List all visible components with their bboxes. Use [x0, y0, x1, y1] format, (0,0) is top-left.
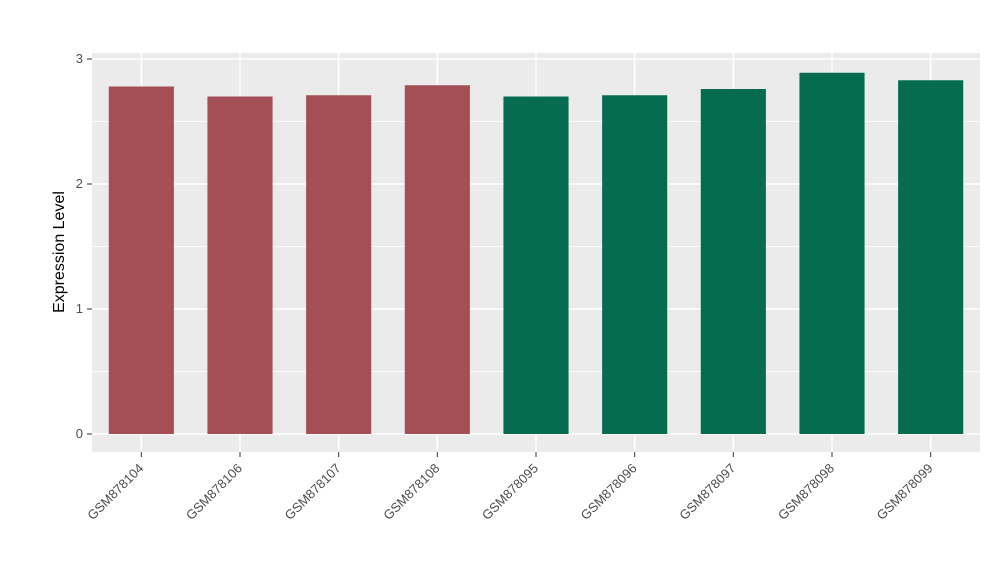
- y-tick-label: 1: [76, 301, 83, 316]
- bar-GSM878098: [799, 72, 865, 434]
- x-tick-label-GSM878104: GSM878104: [84, 461, 146, 523]
- y-tick-label: 0: [76, 426, 83, 441]
- y-tick-label: 2: [76, 176, 83, 191]
- x-tick-label-GSM878106: GSM878106: [183, 461, 245, 523]
- bar-GSM878099: [898, 80, 964, 434]
- x-tick-label-GSM878107: GSM878107: [282, 461, 344, 523]
- x-tick-label-GSM878108: GSM878108: [380, 461, 442, 523]
- x-tick-label-GSM878099: GSM878099: [874, 461, 936, 523]
- bar-GSM878096: [602, 95, 668, 434]
- bar-GSM878104: [108, 86, 174, 434]
- x-tick-label-GSM878096: GSM878096: [578, 461, 640, 523]
- x-tick-label-GSM878098: GSM878098: [775, 461, 837, 523]
- bar-GSM878095: [503, 96, 569, 434]
- bar-GSM878107: [306, 95, 372, 434]
- bars: [108, 72, 964, 434]
- bar-GSM878097: [700, 89, 766, 434]
- y-tick-label: 3: [76, 51, 83, 66]
- bar-GSM878106: [207, 96, 273, 434]
- y-axis-title: Expression Level: [51, 191, 68, 313]
- bar-GSM878108: [404, 85, 470, 434]
- x-tick-label-GSM878095: GSM878095: [479, 461, 541, 523]
- x-tick-label-GSM878097: GSM878097: [676, 461, 738, 523]
